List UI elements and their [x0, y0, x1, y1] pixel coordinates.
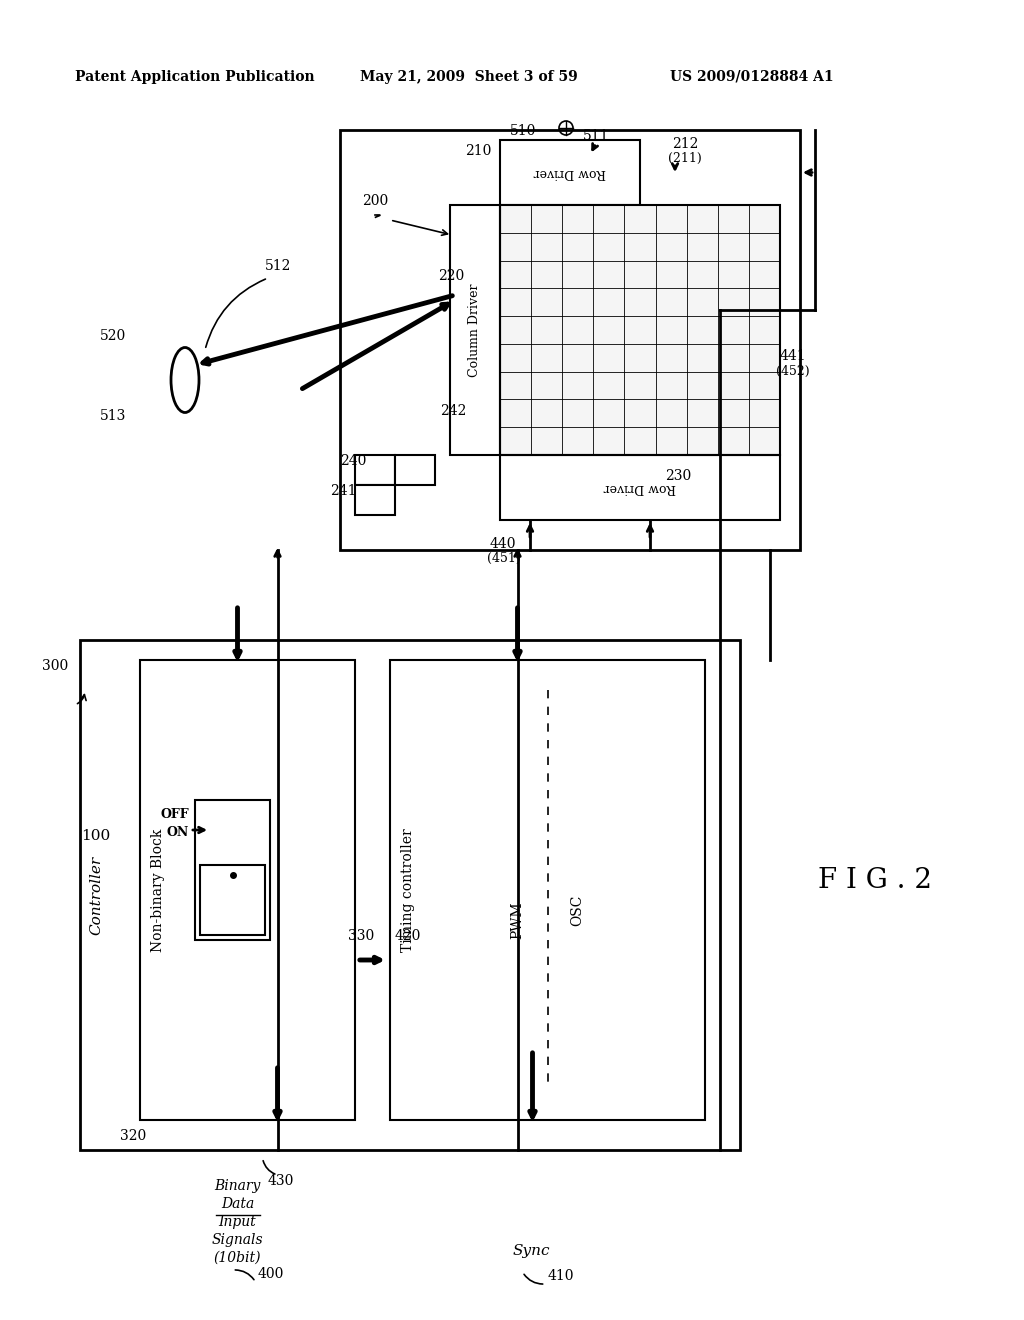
Text: OSC: OSC	[570, 895, 585, 925]
Bar	[355, 484, 395, 515]
Text: Non-binary Block: Non-binary Block	[151, 829, 165, 952]
Text: (452): (452)	[776, 366, 810, 378]
Text: 520: 520	[100, 329, 126, 343]
Text: ON: ON	[167, 825, 189, 838]
Text: 420: 420	[395, 929, 421, 942]
Bar	[500, 205, 780, 455]
Text: US 2009/0128884 A1: US 2009/0128884 A1	[670, 70, 834, 84]
Bar	[500, 140, 640, 205]
Text: Input: Input	[219, 1214, 256, 1229]
Text: 230: 230	[665, 469, 691, 483]
Text: 400: 400	[257, 1267, 284, 1280]
Text: 220: 220	[438, 269, 464, 282]
Text: Binary: Binary	[214, 1179, 261, 1193]
Text: 210: 210	[465, 144, 492, 158]
Text: Data: Data	[221, 1197, 254, 1210]
Bar	[140, 660, 355, 1119]
Text: Signals: Signals	[212, 1233, 263, 1247]
Text: Column Driver: Column Driver	[469, 284, 481, 376]
Text: (451): (451)	[487, 552, 521, 565]
Text: F I G . 2: F I G . 2	[818, 866, 932, 894]
Text: 410: 410	[548, 1269, 574, 1283]
Text: 200: 200	[362, 194, 388, 209]
Text: 330: 330	[348, 929, 374, 942]
Text: 511: 511	[583, 129, 609, 143]
Text: May 21, 2009  Sheet 3 of 59: May 21, 2009 Sheet 3 of 59	[360, 70, 578, 84]
Bar	[195, 800, 270, 940]
Text: PWM: PWM	[511, 902, 524, 939]
Bar	[340, 129, 800, 550]
Bar	[390, 660, 705, 1119]
Text: 440: 440	[490, 537, 516, 550]
Text: (10bit): (10bit)	[214, 1251, 261, 1265]
Text: Controller: Controller	[89, 855, 103, 935]
Text: 510: 510	[510, 124, 537, 139]
Text: Sync: Sync	[512, 1243, 550, 1258]
Text: 241: 241	[330, 484, 356, 498]
Text: Row Driver: Row Driver	[604, 480, 676, 494]
Text: Row Driver: Row Driver	[534, 166, 606, 180]
Text: Timing controller: Timing controller	[401, 828, 415, 952]
Text: 512: 512	[265, 259, 292, 273]
Text: 240: 240	[340, 454, 367, 469]
Bar	[80, 640, 740, 1150]
Bar	[355, 455, 395, 484]
Text: (211): (211)	[668, 152, 701, 165]
Bar	[200, 865, 265, 935]
Text: 513: 513	[100, 409, 126, 422]
Bar	[500, 455, 780, 520]
Text: Patent Application Publication: Patent Application Publication	[75, 70, 314, 84]
Bar	[395, 455, 435, 484]
Bar	[450, 205, 500, 455]
Text: 430: 430	[267, 1173, 294, 1188]
Text: 320: 320	[120, 1129, 146, 1143]
Text: 212: 212	[672, 137, 698, 150]
Text: 100: 100	[81, 829, 111, 843]
Text: 300: 300	[42, 659, 68, 673]
Text: 242: 242	[440, 404, 466, 418]
Text: 441: 441	[780, 348, 807, 363]
Text: OFF: OFF	[161, 808, 189, 821]
